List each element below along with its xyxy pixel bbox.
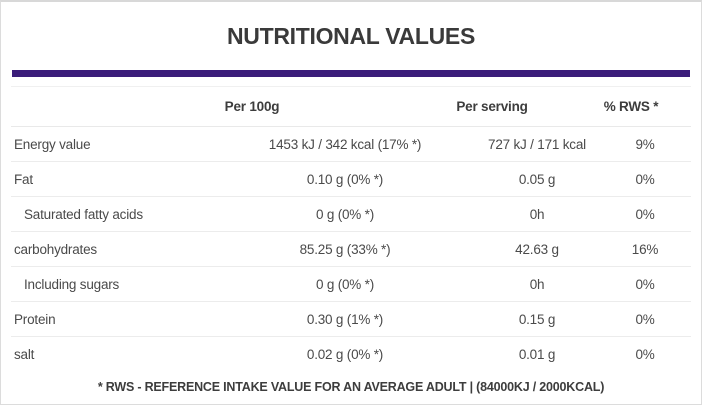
rws-footnote: * RWS - REFERENCE INTAKE VALUE FOR AN AV…: [97, 380, 605, 394]
value-per-serving: 0.01 g: [518, 347, 556, 362]
value-rws: 9%: [635, 136, 655, 152]
table-header-row: Per 100g Per serving % RWS *: [11, 87, 691, 127]
value-per-100g: 0 g (0% *): [315, 276, 375, 292]
row-label: carbohydrates: [14, 241, 97, 257]
table-row: Fat 0.10 g (0% *) 0.05 g 0%: [11, 162, 691, 197]
value-per-serving: 0h: [529, 206, 545, 222]
column-header-per-serving: Per serving: [456, 99, 528, 114]
table-row: Energy value 1453 kJ / 342 kcal (17% *) …: [11, 127, 691, 162]
value-rws: 0%: [635, 347, 655, 362]
value-rws: 0%: [635, 276, 655, 292]
value-rws: 0%: [635, 171, 655, 187]
value-per-100g: 0 g (0% *): [315, 206, 375, 222]
table-row: salt 0.02 g (0% *) 0.01 g 0%: [11, 337, 691, 372]
table-row: Saturated fatty acids 0 g (0% *) 0h 0%: [11, 197, 691, 232]
row-label: salt: [14, 347, 35, 362]
value-rws: 16%: [631, 241, 659, 257]
value-per-100g: 85.25 g (33% *): [299, 241, 391, 257]
row-label: Saturated fatty acids: [24, 206, 143, 222]
value-per-100g: 0.30 g (1% *): [306, 311, 384, 327]
title-block: NUTRITIONAL VALUES: [1, 2, 701, 70]
row-label: Energy value: [14, 136, 91, 152]
value-per-serving: 42.63 g: [515, 241, 559, 257]
table-row: Including sugars 0 g (0% *) 0h 0%: [11, 267, 691, 302]
value-per-serving: 0.05 g: [518, 171, 556, 187]
value-per-serving: 0.15 g: [518, 311, 556, 327]
page-title: NUTRITIONAL VALUES: [226, 22, 476, 49]
table-row: Protein 0.30 g (1% *) 0.15 g 0%: [11, 302, 691, 337]
table-row: carbohydrates 85.25 g (33% *) 42.63 g 16…: [11, 232, 691, 267]
column-header-rws: % RWS *: [603, 99, 659, 114]
row-label: Protein: [14, 311, 56, 327]
value-rws: 0%: [635, 206, 655, 222]
value-rws: 0%: [635, 311, 655, 327]
column-header-per-100g: Per 100g: [224, 99, 280, 114]
accent-divider: [12, 70, 690, 77]
value-per-100g: 0.10 g (0% *): [306, 171, 384, 187]
nutrition-table: Per 100g Per serving % RWS * Energy valu…: [11, 86, 691, 372]
row-label: Fat: [14, 171, 33, 187]
value-per-serving: 727 kJ / 171 kcal: [488, 136, 586, 152]
value-per-100g: 0.02 g (0% *): [306, 347, 384, 362]
value-per-100g: 1453 kJ / 342 kcal (17% *): [268, 136, 422, 152]
row-label: Including sugars: [24, 276, 120, 292]
value-per-serving: 0h: [529, 276, 545, 292]
